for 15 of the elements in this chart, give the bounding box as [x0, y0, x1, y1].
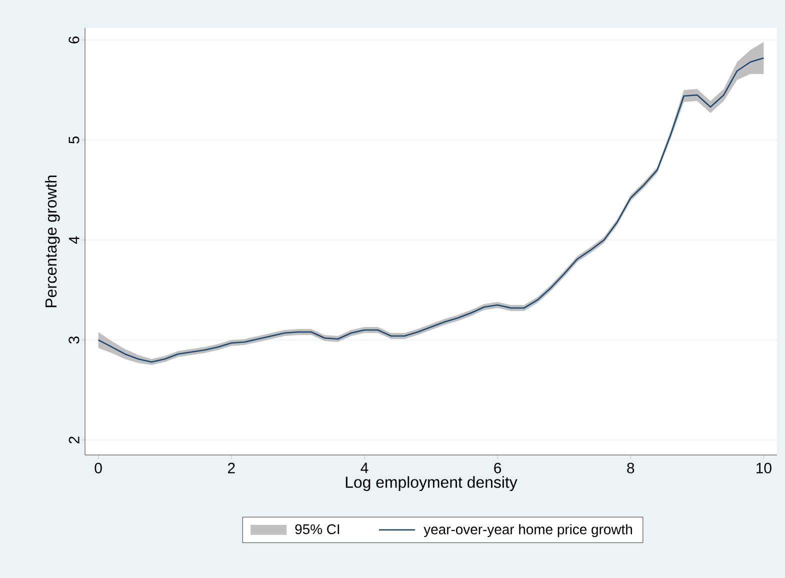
text: 95% CI: [295, 524, 340, 534]
y-tick-label: 2: [68, 436, 80, 444]
x-tick-label: 10: [756, 462, 772, 474]
y-tick-label: 4: [68, 236, 80, 244]
y-axis-title: Percentage growth: [44, 176, 60, 308]
x-axis-title: Log employment density: [346, 476, 518, 492]
x-tick-label: 2: [228, 462, 235, 474]
legend-label: year-over-year home price growth: [424, 524, 632, 538]
y-tick-label: 3: [68, 336, 80, 344]
y-tick-label: 5: [68, 136, 80, 144]
x-tick-label: 6: [494, 462, 502, 474]
x-tick-label: 8: [627, 462, 634, 474]
x-tick-label: 0: [94, 462, 102, 474]
y-tick-label: 6: [68, 36, 80, 44]
x-tick-label: 4: [360, 462, 368, 474]
